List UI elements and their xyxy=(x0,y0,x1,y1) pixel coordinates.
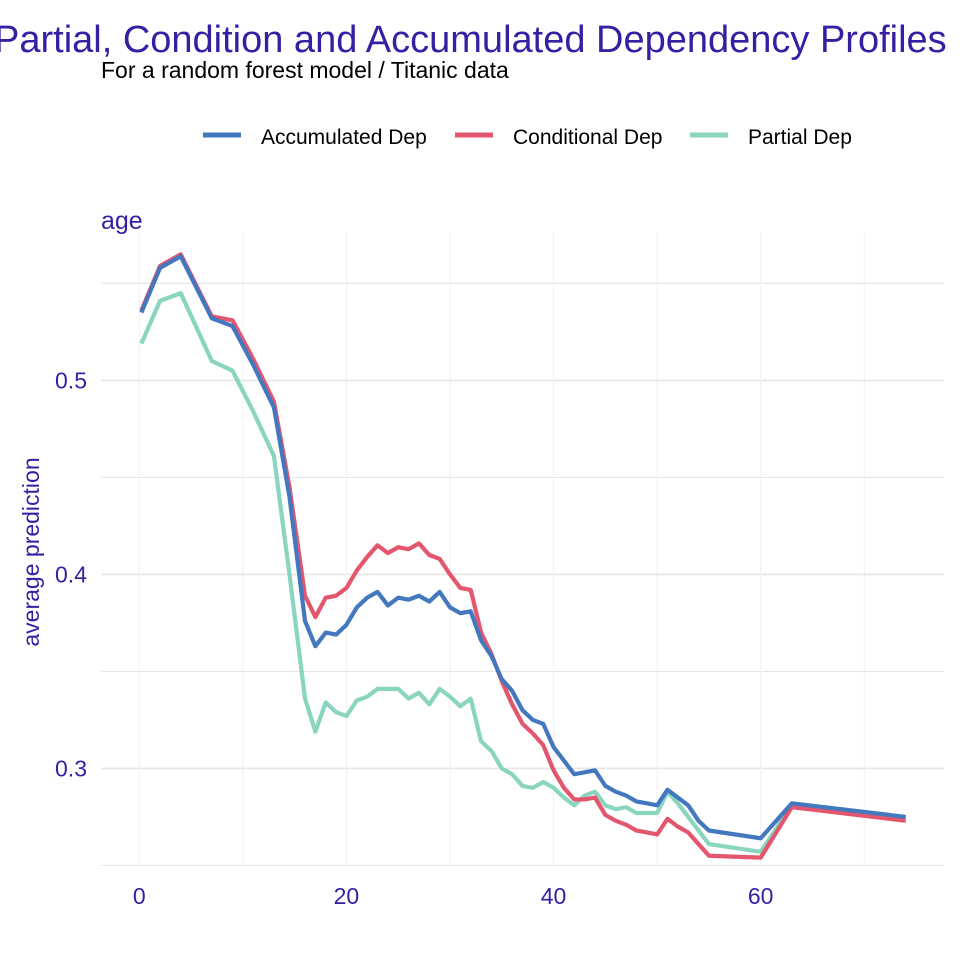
x-axis-ticks: 0 20 40 60 xyxy=(133,883,774,909)
chart-title: Partial, Condition and Accumulated Depen… xyxy=(0,19,947,61)
x-tick-label: 20 xyxy=(334,883,360,909)
y-tick-label: 0.3 xyxy=(55,755,87,781)
x-tick-label: 0 xyxy=(133,883,146,909)
legend-item: Accumulated Dep xyxy=(203,126,427,149)
y-tick-label: 0.5 xyxy=(55,367,87,393)
series-line-partial-dep xyxy=(139,291,906,854)
legend-item: Conditional Dep xyxy=(455,126,662,149)
legend-label: Accumulated Dep xyxy=(261,126,427,149)
y-axis-label: average prediction xyxy=(18,457,44,646)
plot-area xyxy=(101,232,944,867)
panel-label: age xyxy=(101,207,143,235)
chart-subtitle: For a random forest model / Titanic data xyxy=(101,57,509,83)
x-tick-label: 40 xyxy=(541,883,567,909)
y-axis-ticks: 0.3 0.4 0.5 xyxy=(55,367,87,781)
legend-item: Partial Dep xyxy=(690,126,852,149)
y-tick-label: 0.4 xyxy=(55,561,87,587)
x-tick-label: 60 xyxy=(748,883,774,909)
series-line-accumulated-dep xyxy=(139,254,906,841)
series-line-conditional-dep xyxy=(139,252,906,860)
grid xyxy=(101,232,944,867)
legend-label: Partial Dep xyxy=(748,126,852,149)
legend: Accumulated Dep Conditional Dep Partial De… xyxy=(203,126,852,149)
series-lines xyxy=(139,252,906,860)
legend-label: Conditional Dep xyxy=(513,126,662,149)
